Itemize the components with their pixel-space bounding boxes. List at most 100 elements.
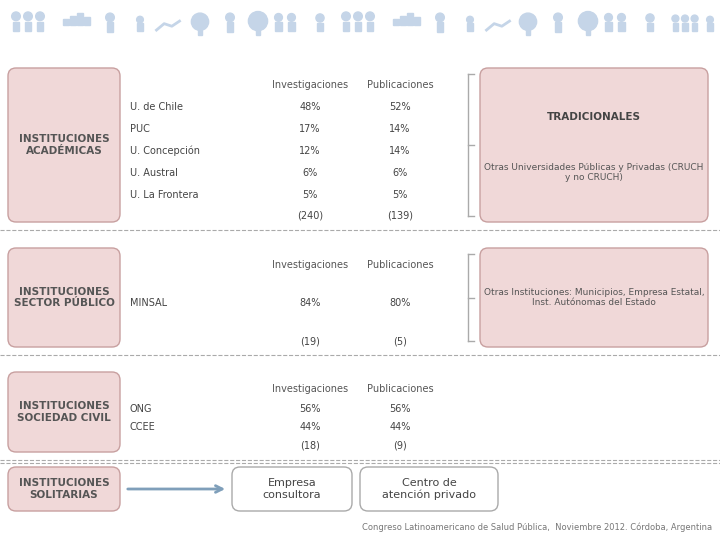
Text: 56%: 56% — [390, 404, 410, 414]
Text: U. Concepción: U. Concepción — [130, 146, 200, 156]
Circle shape — [578, 11, 598, 31]
Bar — [138, 23, 143, 31]
FancyBboxPatch shape — [480, 248, 708, 347]
Text: ONG: ONG — [130, 404, 153, 414]
Bar — [647, 23, 653, 31]
Bar — [198, 26, 202, 35]
Bar — [467, 23, 473, 31]
Text: U. Austral: U. Austral — [130, 168, 178, 178]
Text: Publicaciones: Publicaciones — [366, 384, 433, 394]
Text: 44%: 44% — [300, 422, 320, 432]
FancyBboxPatch shape — [8, 68, 120, 222]
Bar — [707, 23, 713, 31]
Circle shape — [106, 13, 114, 22]
Text: CCEE: CCEE — [130, 422, 156, 432]
Text: 14%: 14% — [390, 124, 410, 134]
Text: 48%: 48% — [300, 102, 320, 112]
Bar — [355, 22, 361, 31]
Circle shape — [12, 12, 20, 21]
Bar — [84, 17, 89, 25]
Text: 80%: 80% — [390, 299, 410, 308]
Bar — [77, 14, 83, 25]
Bar — [408, 14, 413, 25]
Circle shape — [646, 14, 654, 22]
Text: Otras Instituciones: Municipios, Empresa Estatal,
Inst. Autónomas del Estado: Otras Instituciones: Municipios, Empresa… — [484, 288, 704, 307]
Circle shape — [316, 14, 324, 22]
Text: (240): (240) — [297, 211, 323, 221]
Circle shape — [618, 14, 626, 21]
Text: INSTITUCIONES
ACADÉMICAS: INSTITUCIONES ACADÉMICAS — [19, 134, 109, 156]
Text: 56%: 56% — [300, 404, 320, 414]
Circle shape — [192, 13, 209, 30]
Text: (139): (139) — [387, 211, 413, 221]
Circle shape — [248, 11, 268, 31]
Text: U. La Frontera: U. La Frontera — [130, 190, 199, 200]
Circle shape — [137, 16, 143, 23]
Circle shape — [354, 12, 362, 21]
Bar — [13, 22, 19, 31]
Text: Congreso Latinoamericano de Salud Pública,  Noviembre 2012. Córdoba, Argentina: Congreso Latinoamericano de Salud Públic… — [362, 523, 712, 532]
Circle shape — [342, 12, 351, 21]
Text: 14%: 14% — [390, 146, 410, 156]
Bar — [37, 22, 43, 31]
Circle shape — [225, 13, 234, 22]
Text: Empresa
consultora: Empresa consultora — [263, 478, 321, 500]
FancyBboxPatch shape — [8, 248, 120, 347]
Bar — [683, 23, 688, 31]
FancyBboxPatch shape — [480, 68, 708, 222]
Circle shape — [366, 12, 374, 21]
Circle shape — [24, 12, 32, 21]
Text: 17%: 17% — [300, 124, 320, 134]
Text: U. de Chile: U. de Chile — [130, 102, 183, 112]
Text: (19): (19) — [300, 336, 320, 346]
Text: Publicaciones: Publicaciones — [366, 80, 433, 90]
Bar — [24, 22, 32, 31]
Text: INSTITUCIONES
SECTOR PÚBLICO: INSTITUCIONES SECTOR PÚBLICO — [14, 287, 114, 308]
Bar — [400, 16, 406, 25]
Text: 44%: 44% — [390, 422, 410, 432]
Circle shape — [691, 15, 698, 22]
Bar — [227, 22, 233, 31]
Text: TRADICIONALES: TRADICIONALES — [547, 112, 641, 122]
Text: 52%: 52% — [390, 102, 411, 112]
Text: 6%: 6% — [302, 168, 318, 178]
Bar — [107, 22, 114, 31]
Circle shape — [36, 12, 45, 21]
Bar — [256, 26, 260, 36]
Text: 84%: 84% — [300, 299, 320, 308]
Bar — [63, 18, 69, 25]
Text: (9): (9) — [393, 441, 407, 451]
FancyBboxPatch shape — [360, 467, 498, 511]
Text: INSTITUCIONES
SOLITARIAS: INSTITUCIONES SOLITARIAS — [19, 478, 109, 500]
Bar — [414, 17, 420, 25]
Bar — [317, 23, 323, 31]
Text: 5%: 5% — [302, 190, 318, 200]
Circle shape — [605, 14, 613, 21]
Bar — [289, 22, 294, 31]
Circle shape — [467, 16, 473, 23]
Bar — [366, 22, 374, 31]
Text: PUC: PUC — [130, 124, 150, 134]
Text: 5%: 5% — [392, 190, 408, 200]
Text: (18): (18) — [300, 441, 320, 451]
FancyBboxPatch shape — [0, 0, 720, 55]
Circle shape — [519, 13, 536, 30]
Text: MINSAL: MINSAL — [130, 299, 167, 308]
Text: 12%: 12% — [300, 146, 320, 156]
Text: (5): (5) — [393, 336, 407, 346]
Circle shape — [287, 14, 295, 21]
Bar — [276, 22, 282, 31]
Bar — [526, 26, 530, 35]
Bar — [672, 23, 678, 31]
Circle shape — [672, 15, 679, 22]
Bar — [71, 16, 76, 25]
FancyBboxPatch shape — [8, 372, 120, 452]
Text: Otras Universidades Públicas y Privadas (CRUCH
y no CRUCH): Otras Universidades Públicas y Privadas … — [485, 163, 703, 183]
Bar — [606, 22, 611, 31]
Bar — [343, 22, 349, 31]
Circle shape — [274, 14, 282, 21]
Text: Investigaciones: Investigaciones — [272, 260, 348, 270]
Text: Centro de
atención privado: Centro de atención privado — [382, 478, 476, 500]
Text: Publicaciones: Publicaciones — [366, 260, 433, 270]
Circle shape — [706, 16, 714, 23]
